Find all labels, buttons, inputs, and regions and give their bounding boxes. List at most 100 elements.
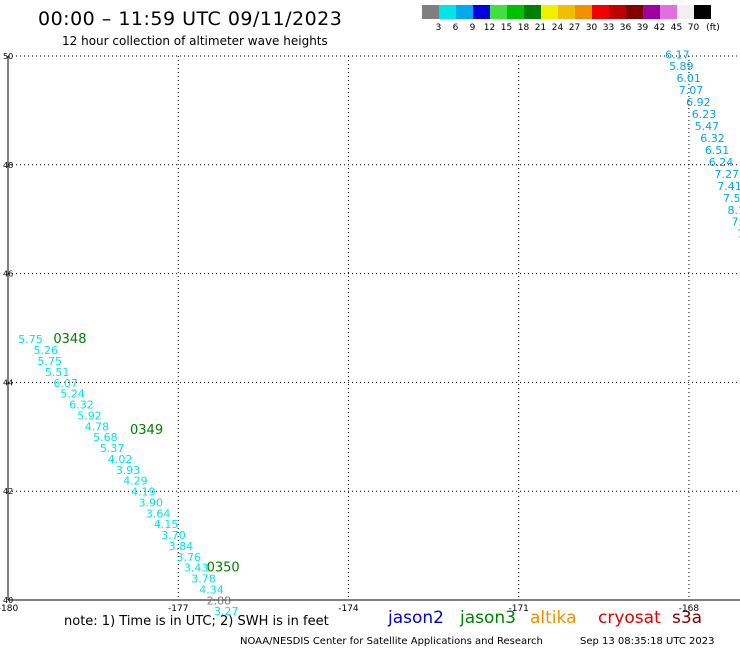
wave-height-label: 4.02	[108, 453, 133, 466]
wave-height-label: 6.07	[53, 377, 78, 390]
wave-height-label: 5.51	[45, 366, 70, 379]
wave-height-label: 5.68	[93, 431, 118, 444]
x-tick-label: -168	[679, 604, 700, 614]
wave-height-label: 3.93	[116, 464, 141, 477]
legend-tick-label: 36	[619, 23, 632, 33]
legend-unit: (ft)	[706, 23, 720, 33]
wave-height-label: 6.32	[700, 132, 725, 145]
pass-time-label: 0348	[53, 332, 86, 347]
x-tick-label: -177	[168, 604, 188, 614]
legend-tick-label: 18	[517, 23, 530, 33]
legend-swatch	[575, 5, 592, 19]
wave-height-label: 3.76	[177, 551, 202, 564]
x-tick-label: -174	[338, 604, 359, 614]
legend-swatch	[439, 5, 456, 19]
wave-height-label: 4.15	[154, 518, 179, 531]
wave-height-label: 6.51	[705, 144, 730, 157]
wave-height-label: 6.23	[692, 108, 717, 121]
legend-tick-label: 70	[687, 23, 700, 33]
wave-height-label: 4.19	[131, 486, 156, 499]
legend-tick-label: 6	[452, 23, 459, 33]
satellite-name-altika: altika	[530, 608, 577, 628]
legend-swatch	[677, 5, 694, 19]
chart-subtitle: 12 hour collection of altimeter wave hei…	[62, 34, 328, 48]
wave-height-label: 8.11	[728, 204, 740, 217]
legend-tick-label: 15	[500, 23, 513, 33]
wave-height-label: 6.92	[686, 96, 711, 109]
wave-height-label: 6.01	[676, 72, 701, 85]
x-tick-label: -171	[508, 604, 528, 614]
wave-height-label: 5.92	[77, 409, 102, 422]
legend-tick-label: 3	[435, 23, 442, 33]
wave-height-label: 5.75	[38, 355, 63, 368]
x-tick-label: -180	[0, 604, 18, 614]
y-tick-label: 46	[3, 270, 13, 279]
wave-height-label: 5.89	[669, 60, 694, 73]
wave-height-label: 3.78	[191, 573, 216, 586]
wave-height-label: 3.27	[214, 605, 239, 618]
wave-height-label: 4.29	[123, 475, 148, 488]
axes: -180-177-174-171-168-16504846444240	[0, 52, 740, 614]
legend-swatch	[422, 5, 439, 19]
legend-swatch	[626, 5, 643, 19]
legend-swatch	[609, 5, 626, 19]
wave-height-label: 3.64	[146, 507, 171, 520]
legend-swatch	[456, 5, 473, 19]
legend-tick-label: 42	[653, 23, 666, 33]
legend-swatch	[507, 5, 524, 19]
wave-height-label: 3.90	[139, 496, 164, 509]
wave-height-label: 7.41	[717, 180, 740, 193]
wave-height-label: 7.39	[731, 216, 740, 229]
legend-swatch	[558, 5, 575, 19]
wave-height-label: 6.24	[709, 156, 734, 169]
units-note: note: 1) Time is in UTC; 2) SWH is in fe…	[64, 614, 329, 629]
legend-swatch	[592, 5, 609, 19]
wave-height-label: 4.78	[85, 420, 110, 433]
wave-height-label: 3.70	[161, 529, 186, 542]
wave-height-label: 5.37	[100, 442, 125, 455]
y-tick-label: 48	[3, 161, 13, 170]
satellite-name-jason2: jason2	[388, 608, 444, 628]
wave-height-label: 4.34	[199, 583, 224, 596]
pass-time-label: 0350	[207, 561, 240, 576]
legend-swatch	[643, 5, 660, 19]
wave-height-label: 7.92	[737, 228, 740, 241]
satellite-name-jason3: jason3	[460, 608, 516, 628]
legend-tick-label: 45	[670, 23, 683, 33]
satellite-name-s3a: s3a	[672, 608, 703, 628]
legend-tick-label: 24	[551, 23, 564, 33]
y-tick-label: 42	[3, 487, 13, 496]
wave-height-label: 3.43	[184, 562, 209, 575]
pass-time-label: 0349	[130, 423, 163, 438]
legend-swatch	[524, 5, 541, 19]
y-tick-label: 40	[3, 596, 13, 605]
wave-height-label: 7.27	[714, 168, 739, 181]
satellite-name-cryosat: cryosat	[598, 608, 661, 628]
wave-height-label: 3.84	[169, 540, 194, 553]
wave-height-label: 7.07	[679, 84, 704, 97]
legend-tick-label: 27	[568, 23, 581, 33]
legend-tick-label: 21	[534, 23, 547, 33]
wave-height-label: 5.75	[18, 333, 42, 346]
wave-height-label: 5.26	[34, 344, 59, 357]
y-tick-label: 50	[3, 52, 13, 61]
legend-tick-label: 39	[636, 23, 649, 33]
grid	[8, 55, 740, 600]
wave-height-label: 5.24	[60, 388, 85, 401]
credit-text: NOAA/NESDIS Center for Satellite Applica…	[240, 636, 543, 647]
wave-height-label: 5.47	[695, 120, 720, 133]
legend-swatch	[694, 5, 711, 19]
legend-swatch	[490, 5, 507, 19]
wave-height-label: 2.88	[207, 594, 232, 607]
wave-height-label: 6.32	[69, 399, 94, 412]
data-points: 5.755.265.755.516.075.246.325.924.785.68…	[18, 49, 740, 619]
legend-tick-label: 33	[602, 23, 615, 33]
wave-height-label: 6.17	[665, 49, 690, 62]
legend-swatch	[473, 5, 490, 19]
wave-height-label: 7.53	[723, 192, 740, 205]
chart-title: 00:00 – 11:59 UTC 09/11/2023	[38, 8, 343, 30]
legend-swatch	[541, 5, 558, 19]
legend-tick-label: 9	[469, 23, 476, 33]
legend-tick-label: 12	[483, 23, 496, 33]
